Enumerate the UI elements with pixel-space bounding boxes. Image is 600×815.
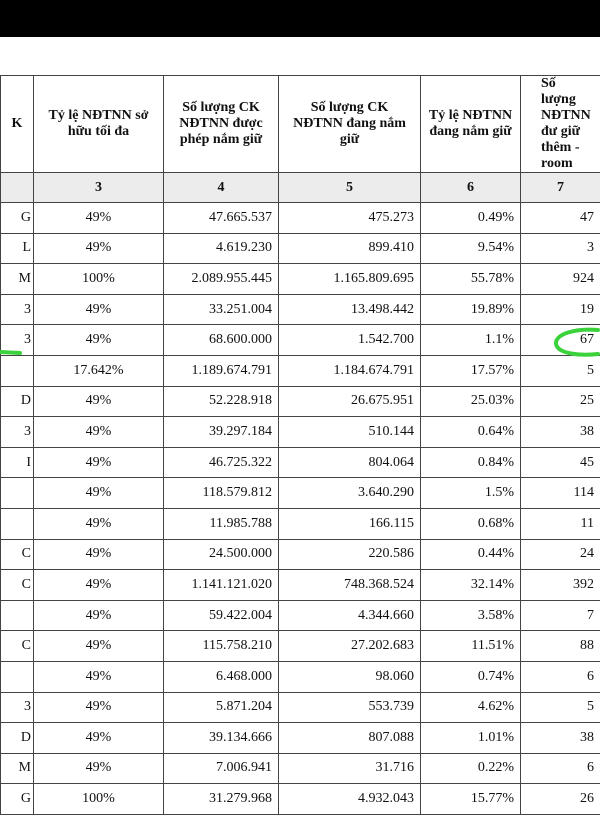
green-mark [0, 352, 20, 353]
green-circle [556, 330, 598, 355]
